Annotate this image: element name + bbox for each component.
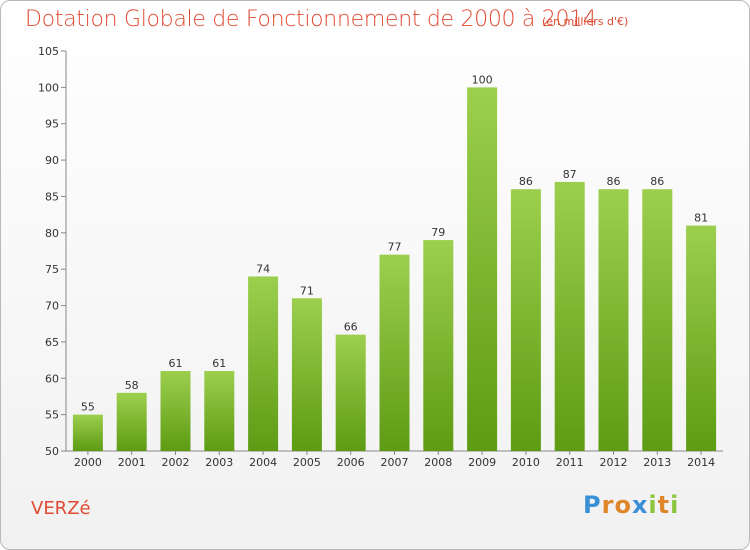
logo-letter: i: [648, 491, 658, 519]
y-tick-label: 95: [45, 118, 59, 131]
value-label-2007: 77: [388, 241, 402, 254]
bar-2013: [642, 189, 673, 451]
bar-2000: [72, 414, 103, 451]
value-label-2000: 55: [81, 401, 95, 414]
chart-subtitle: (en milliers d'€): [542, 15, 629, 28]
x-tick-label: 2004: [249, 456, 277, 469]
value-label-2014: 81: [694, 212, 708, 225]
logo-letter: i: [670, 491, 680, 519]
x-tick-label: 2013: [643, 456, 671, 469]
x-tick-label: 2003: [205, 456, 233, 469]
y-tick-label: 70: [45, 300, 59, 313]
x-tick-label: 2012: [600, 456, 628, 469]
y-tick-label: 90: [45, 154, 59, 167]
y-tick-label: 100: [38, 81, 59, 94]
logo-letter: x: [631, 491, 649, 519]
logo-letter: P: [583, 491, 602, 519]
logo-letter: r: [601, 491, 615, 519]
bar-2005: [291, 298, 322, 451]
logo-letter: o: [614, 491, 632, 519]
value-label-2010: 86: [519, 175, 533, 188]
y-tick-label: 50: [45, 445, 59, 458]
bar-2009: [467, 87, 498, 451]
bar-2010: [510, 189, 541, 451]
x-tick-label: 2006: [337, 456, 365, 469]
bar-2012: [598, 189, 629, 451]
y-tick-label: 85: [45, 190, 59, 203]
bar-2004: [248, 276, 279, 451]
value-label-2005: 71: [300, 284, 314, 297]
bar-2006: [335, 334, 366, 451]
bar-2007: [379, 254, 410, 451]
x-tick-label: 2008: [424, 456, 452, 469]
logo-letter: t: [657, 491, 671, 519]
chart-title: Dotation Globale de Fonctionnement de 20…: [25, 7, 597, 32]
value-label-2013: 86: [650, 175, 664, 188]
value-label-2006: 66: [344, 321, 358, 334]
x-tick-label: 2002: [162, 456, 190, 469]
y-tick-label: 65: [45, 336, 59, 349]
y-tick-label: 55: [45, 409, 59, 422]
bar-2008: [423, 240, 454, 451]
value-label-2012: 86: [607, 175, 621, 188]
bar-2011: [554, 181, 585, 451]
y-tick-label: 60: [45, 372, 59, 385]
x-tick-label: 2009: [468, 456, 496, 469]
y-tick-label: 105: [38, 45, 59, 58]
bar-2003: [204, 371, 235, 451]
value-label-2004: 74: [256, 262, 270, 275]
value-label-2009: 100: [472, 73, 493, 86]
value-label-2003: 61: [212, 357, 226, 370]
y-tick-label: 75: [45, 263, 59, 276]
x-tick-label: 2001: [118, 456, 146, 469]
x-tick-label: 2007: [381, 456, 409, 469]
commune-name: VERZé: [31, 498, 91, 519]
bar-2014: [686, 225, 717, 451]
value-label-2011: 87: [563, 168, 577, 181]
y-tick-label: 80: [45, 227, 59, 240]
x-tick-label: 2000: [74, 456, 102, 469]
x-tick-label: 2011: [556, 456, 584, 469]
x-tick-label: 2014: [687, 456, 715, 469]
value-label-2008: 79: [431, 226, 445, 239]
x-tick-label: 2005: [293, 456, 321, 469]
value-label-2002: 61: [169, 357, 183, 370]
value-label-2001: 58: [125, 379, 139, 392]
bar-2002: [160, 371, 191, 451]
bar-2001: [116, 392, 147, 451]
proxiti-logo[interactable]: Proxiti: [583, 491, 679, 519]
x-tick-label: 2010: [512, 456, 540, 469]
